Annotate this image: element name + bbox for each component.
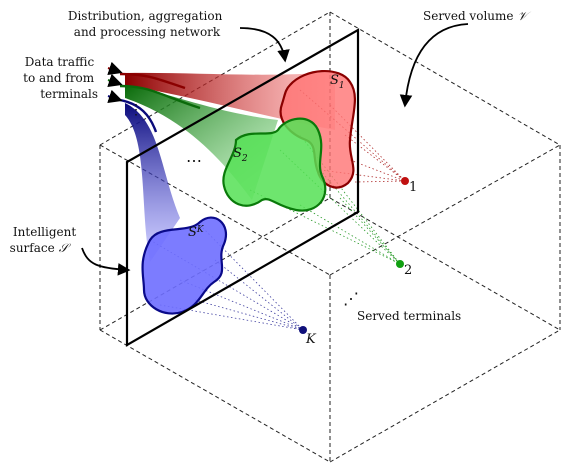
volume-label: Served volume 𝒱 [423, 9, 532, 23]
intelligent-surface-frame [125, 28, 360, 347]
network-label: Distribution, aggregation and processing… [68, 9, 226, 39]
traffic-arrow-icons [107, 61, 123, 104]
region-s2 [222, 117, 327, 212]
terminal-2-label: 2 [404, 263, 412, 278]
traffic-ellipsis: ⋮ [129, 102, 143, 118]
region-sk-label: SK [188, 225, 205, 240]
surface-label: Intelligent surface 𝒮 [10, 225, 80, 255]
regions-ellipsis: ⋯ [186, 151, 202, 170]
blue-traffic-ribbon [125, 103, 180, 262]
region-sk [141, 216, 227, 315]
terminal-2-dot [396, 260, 404, 268]
terminal-k-dot [299, 326, 307, 334]
traffic-label: Data traffic to and from terminals [23, 55, 98, 101]
served-terminals-label: Served terminals [357, 309, 461, 323]
region-s1-label: S1 [330, 73, 345, 91]
terminal-1-dot [401, 177, 409, 185]
beams-terminal-1 [299, 89, 406, 183]
terminal-k-label: K [305, 332, 317, 347]
terminal-1-label: 1 [409, 180, 417, 195]
network-arrow-icon [239, 27, 290, 63]
volume-arrow-icon [399, 23, 469, 108]
region-s2-label: S2 [233, 146, 248, 164]
surface-arrow-icon [81, 247, 131, 276]
terminals-ellipsis: ⋰ [343, 289, 359, 308]
